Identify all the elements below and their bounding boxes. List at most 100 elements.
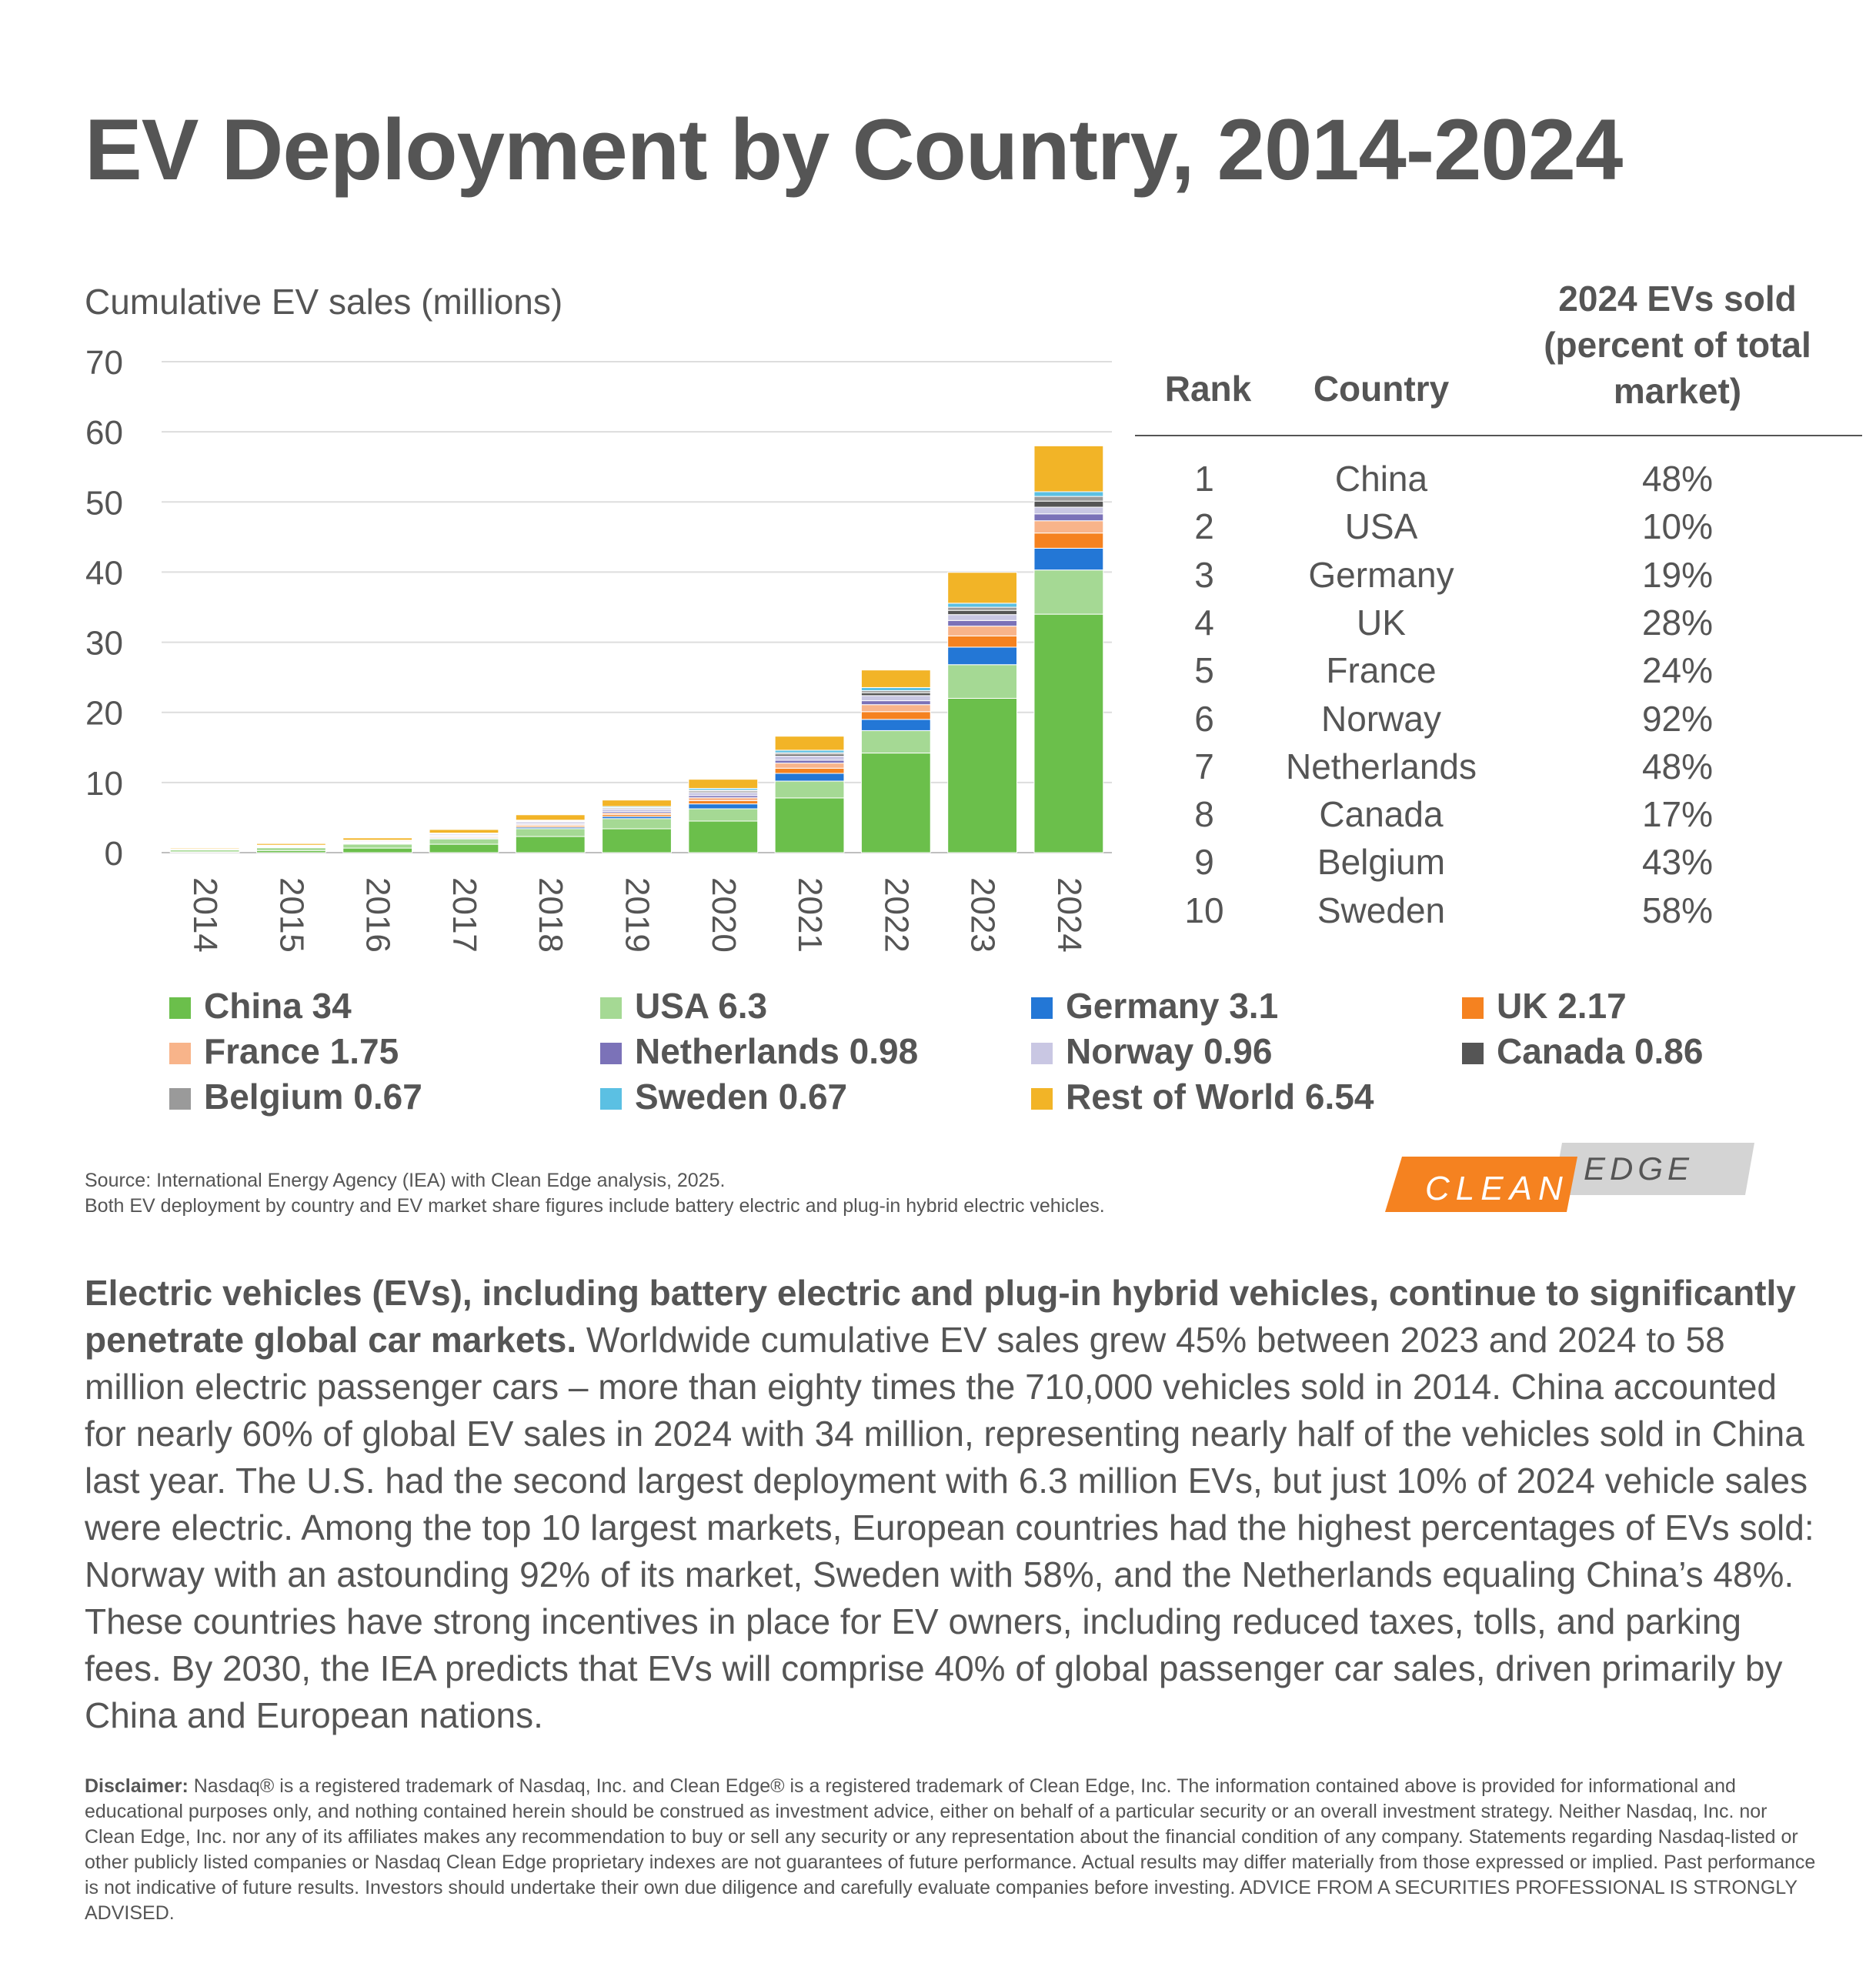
bar-segment [947,572,1017,604]
bar-segment [256,843,326,846]
bar-segment [515,828,586,837]
y-tick-label: 30 [85,625,123,663]
clean-edge-logo: CLEAN EDGE [1385,1143,1754,1212]
table-row: 1 China 48% [1135,458,1862,506]
cell-country: China [1334,459,1428,499]
y-axis-title: Cumulative EV sales (millions) [85,282,563,322]
legend-swatch [600,997,622,1019]
cell-share: 19% [1641,554,1714,595]
y-tick-labels: 0 10 20 30 40 50 60 70 [85,344,123,873]
cell-share: 43% [1641,842,1714,883]
table-row: 7 Netherlands 48% [1135,746,1862,793]
table-header-share-line: market) [1613,371,1742,411]
bar-segment [947,614,1017,621]
legend-label: Canada 0.86 [1497,1031,1704,1071]
table-header-share-line: (percent of total [1544,325,1811,365]
chart-legend: China 34 USA 6.3 Germany 3.1 UK 2.17 France … [169,985,1824,1124]
bar-segment [256,847,326,851]
bar-segment [515,814,586,821]
bar-segment [774,736,845,751]
x-tick-label: 2014 [186,877,224,953]
x-tick-label: 2024 [1050,877,1088,953]
y-tick-label: 70 [85,344,123,382]
bar-segment [774,780,845,799]
bar-segment [515,836,586,853]
bar-segment [602,818,672,830]
bar-segment [342,843,413,849]
legend-label: Belgium 0.67 [204,1077,422,1117]
table-header-country: Country [1313,369,1450,409]
table-header-rule [1135,435,1862,436]
table-row: 2 USA 10% [1135,506,1862,553]
table-header-share: 2024 EVs sold (percent of total market) [1508,275,1847,414]
bar-segment [774,760,845,764]
table-row: 4 UK 28% [1135,602,1862,649]
logo-edge-shape [1553,1143,1754,1195]
bar-segment [774,755,845,761]
table-header-share-line: 2024 EVs sold [1558,279,1797,319]
legend-label: Netherlands 0.98 [635,1031,919,1071]
table-row: 5 France 24% [1135,649,1862,697]
bar-segment [1033,569,1104,615]
y-tick-label: 60 [85,414,123,452]
cell-share: 92% [1641,698,1714,739]
bar-segment [688,820,759,853]
cell-rank: 5 [1194,650,1214,691]
bar-segment [1033,506,1104,515]
bar-segment [774,763,845,769]
bar-segment [429,829,499,834]
table-row: 3 Germany 19% [1135,554,1862,602]
bar-segment [688,792,759,796]
cell-rank: 1 [1194,459,1214,499]
cell-share: 48% [1641,746,1714,786]
cell-rank: 3 [1194,554,1214,595]
cell-share: 28% [1641,602,1714,643]
disclaimer-label: Disclaimer: [85,1775,189,1797]
legend-label: Sweden 0.67 [635,1077,848,1117]
bar-segment [1033,445,1104,492]
source-note: Source: International Energy Agency (IEA… [85,1168,1105,1219]
bar-segment [860,700,931,706]
bar-segment [774,773,845,782]
body-text: Worldwide cumulative EV sales grew 45% b… [85,1320,1814,1735]
cell-country: Norway [1321,698,1441,739]
x-tick-label: 2016 [359,877,397,953]
page-title: EV Deployment by Country, 2014-2024 [85,102,1623,198]
bar-segment [1033,613,1104,853]
cell-rank: 4 [1194,602,1214,643]
bar-segment [947,609,1017,616]
bar-segment [688,797,759,801]
bar-segment [860,686,931,692]
legend-swatch [169,1043,191,1064]
bar-segment [947,646,1017,666]
logo-clean-text: CLEAN [1425,1170,1569,1207]
legend-label: UK 2.17 [1497,986,1627,1026]
bar-segment [429,838,499,845]
bar-segment [1033,500,1104,508]
bar-segment [947,603,1017,608]
cell-country: Canada [1319,794,1444,835]
cell-share: 17% [1641,794,1714,835]
table-header-rank: Rank [1164,369,1252,409]
bar-segment [947,635,1017,648]
cell-country: Sweden [1317,890,1446,930]
x-tick-label: 2017 [446,877,483,953]
x-tick-label: 2022 [877,877,915,953]
gridlines [162,361,1112,853]
y-tick-label: 40 [85,554,123,592]
cell-share: 48% [1641,459,1714,499]
bar-segment [947,606,1017,611]
table-row: 6 Norway 92% [1135,698,1862,746]
bar-segment [947,697,1017,853]
x-tick-label: 2020 [705,877,743,953]
legend-label: Rest of World 6.54 [1066,1077,1374,1117]
bar-segment [860,695,931,702]
cell-rank: 2 [1194,506,1214,547]
body-paragraph: Electric vehicles (EVs), including batte… [85,1270,1816,1739]
legend-swatch [600,1043,622,1064]
bar-segment [860,704,931,713]
bar-segment [860,669,931,688]
legend-label: USA 6.3 [635,986,768,1026]
disclaimer: Disclaimer: Nasdaq® is a registered trad… [85,1774,1816,1926]
legend-label: Norway 0.96 [1066,1031,1273,1071]
